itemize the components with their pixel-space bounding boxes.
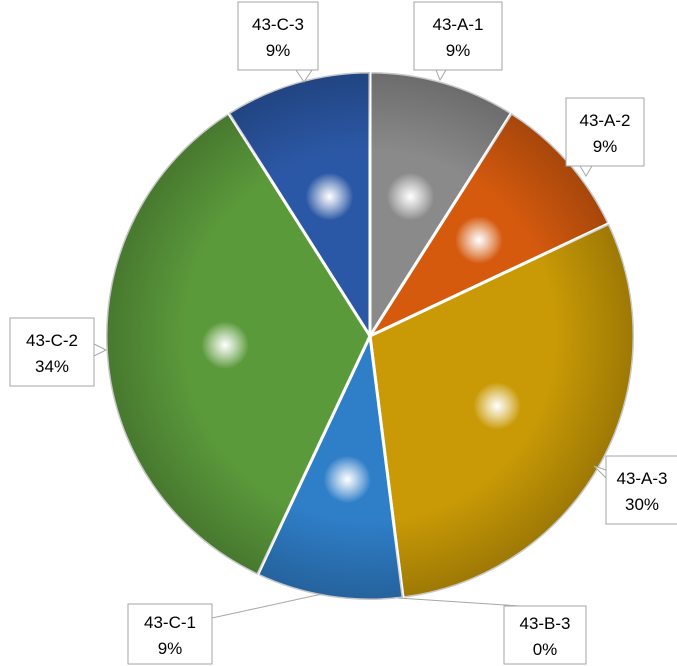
callout-box	[9, 317, 95, 387]
callout-43-c-2: 43-C-2 34%	[9, 317, 108, 387]
callout-43-a-2: 43-A-2 9%	[565, 97, 645, 177]
slice-percent: 30%	[625, 495, 659, 514]
slice-label: 43-A-2	[579, 111, 630, 130]
slice-label: 43-C-1	[144, 613, 196, 632]
slice-label: 43-C-3	[252, 15, 304, 34]
callout-box	[605, 455, 677, 525]
pie-slice-shade	[257, 336, 404, 601]
callout-43-a-3: 43-A-3 30%	[593, 455, 677, 525]
leader-line	[211, 593, 323, 619]
slice-labels: 43-A-1 9% 43-A-2 9% 43-A-3 30% 43-B-3 0% 43-C-1 9…	[9, 1, 677, 665]
pie-slice-shade	[370, 113, 609, 336]
slice-percent: 9%	[593, 137, 618, 156]
pie-slice-shade	[370, 72, 512, 336]
slice-percent: 34%	[35, 357, 69, 376]
callout-box	[237, 1, 319, 71]
callout-pointer	[93, 343, 108, 357]
pie-slices	[104, 70, 636, 602]
pie-slice-shade	[106, 113, 371, 575]
callout-box	[565, 97, 645, 167]
callout-43-b-3: 43-B-3 0%	[397, 597, 587, 665]
slice-label: 43-B-3	[519, 614, 570, 633]
slice-percent: 9%	[266, 41, 291, 60]
slice-label: 43-A-1	[432, 15, 483, 34]
callout-box	[503, 605, 587, 665]
callout-43-a-1: 43-A-1 9%	[413, 1, 503, 82]
pie-slice-shade	[228, 72, 370, 336]
slice-percent: 9%	[446, 41, 471, 60]
pie-slice-shade	[370, 223, 634, 598]
callout-pointer	[579, 165, 593, 177]
callout-pointer	[593, 465, 607, 480]
callout-box	[127, 603, 213, 665]
slice-label: 43-A-3	[616, 469, 667, 488]
callout-pointer	[295, 69, 313, 83]
callout-pointer	[435, 69, 447, 82]
slice-percent: 9%	[158, 639, 183, 658]
callout-43-c-3: 43-C-3 9%	[237, 1, 319, 83]
slice-label: 43-C-2	[26, 331, 78, 350]
callout-43-c-1: 43-C-1 9%	[127, 593, 323, 665]
callout-box	[413, 1, 503, 71]
leader-line	[397, 597, 521, 607]
slice-percent: 0%	[533, 640, 558, 659]
